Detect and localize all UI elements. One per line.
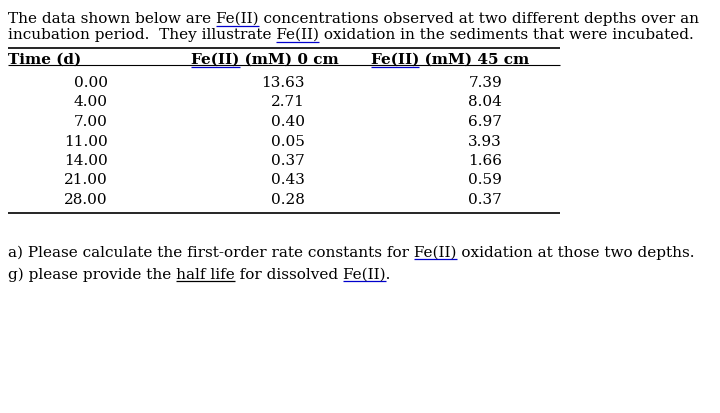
Text: g) please provide the half life for dissolved Fe(II).: g) please provide the half life for diss… <box>8 267 390 281</box>
Text: 0.28: 0.28 <box>271 192 305 206</box>
Text: Fe(II) (mM) 45 cm: Fe(II) (mM) 45 cm <box>371 53 529 67</box>
Text: The data shown below are Fe(II) concentrations observed at two different depths : The data shown below are Fe(II) concentr… <box>8 12 699 26</box>
Text: 21.00: 21.00 <box>64 173 108 187</box>
Text: 1.66: 1.66 <box>468 154 502 168</box>
Text: Fe(II) (mM) 0 cm: Fe(II) (mM) 0 cm <box>191 53 339 67</box>
Text: 11.00: 11.00 <box>64 134 108 148</box>
Text: 8.04: 8.04 <box>468 95 502 109</box>
Text: 0.59: 0.59 <box>468 173 502 187</box>
Text: 0.37: 0.37 <box>271 154 305 168</box>
Text: 7.00: 7.00 <box>74 115 108 129</box>
Text: 4.00: 4.00 <box>74 95 108 109</box>
Text: 14.00: 14.00 <box>64 154 108 168</box>
Text: a) Please calculate the first-order rate constants for Fe(II) oxidation at those: a) Please calculate the first-order rate… <box>8 245 695 259</box>
Text: 0.05: 0.05 <box>271 134 305 148</box>
Text: 2.71: 2.71 <box>271 95 305 109</box>
Text: Time (d): Time (d) <box>8 53 81 67</box>
Text: 28.00: 28.00 <box>64 192 108 206</box>
Text: 7.39: 7.39 <box>468 76 502 90</box>
Text: incubation period.  They illustrate Fe(II) oxidation in the sediments that were : incubation period. They illustrate Fe(II… <box>8 28 694 42</box>
Text: 3.93: 3.93 <box>468 134 502 148</box>
Text: 6.97: 6.97 <box>468 115 502 129</box>
Text: 0.43: 0.43 <box>271 173 305 187</box>
Text: 0.37: 0.37 <box>468 192 502 206</box>
Text: 0.00: 0.00 <box>74 76 108 90</box>
Text: 0.40: 0.40 <box>271 115 305 129</box>
Text: 13.63: 13.63 <box>261 76 305 90</box>
